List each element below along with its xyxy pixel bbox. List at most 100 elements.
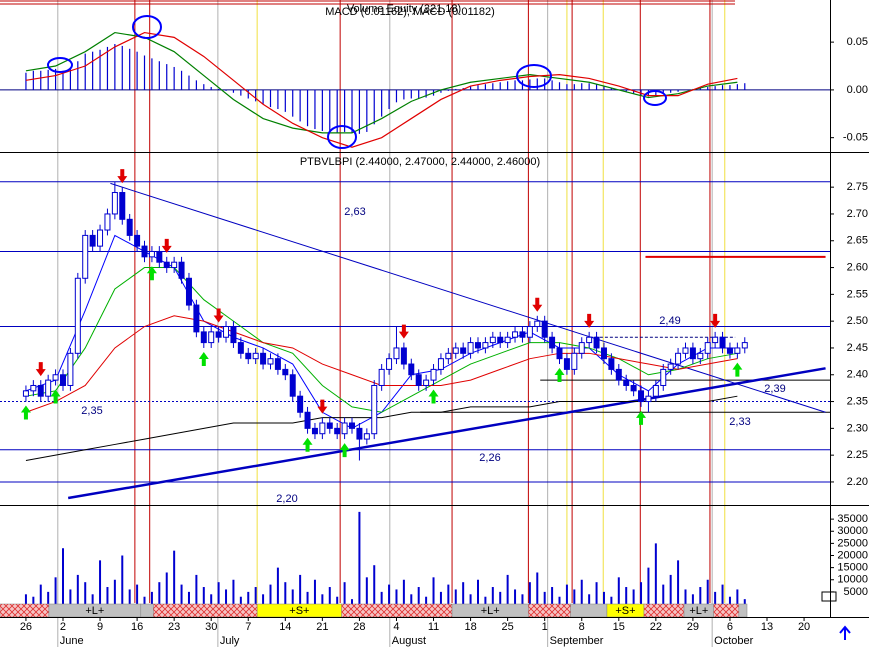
y-tick-label: 2.25 (847, 449, 868, 461)
x-tick-label: 8 (579, 621, 585, 633)
grid-layer (0, 0, 830, 647)
candle-body (52, 374, 59, 381)
candle-body (452, 347, 459, 354)
label-layer: MACD (0.01162), MACD (0.01182) Volume Eq… (20, 3, 868, 647)
candle-body (474, 342, 481, 349)
level-label: 2,20 (276, 493, 297, 505)
candle-body (119, 192, 126, 220)
level-label: 2,35 (81, 405, 102, 417)
y-tick-label: 2.20 (847, 476, 868, 488)
x-tick-label: 11 (428, 621, 439, 633)
sell-arrow (35, 362, 46, 377)
candle-body (82, 234, 89, 279)
macd-line (25, 31, 738, 148)
candle-body (230, 326, 237, 344)
candle-body (319, 422, 326, 435)
x-tick-label: 4 (393, 621, 399, 633)
candle-body (223, 326, 230, 338)
candle-body (741, 342, 748, 349)
x-tick-label: 25 (502, 621, 514, 633)
candle-body (512, 331, 519, 338)
buy-arrow (146, 266, 157, 281)
level-label: 2,49 (659, 315, 680, 327)
trendline (110, 182, 826, 413)
candle-body (148, 250, 155, 258)
scroll-arrow[interactable] (839, 625, 851, 640)
y-tick-label: 15000 (837, 562, 868, 574)
candle-body (67, 352, 74, 386)
candle-body (549, 336, 556, 349)
candle-body (304, 411, 311, 429)
candle-body (526, 326, 533, 338)
candle-body (600, 347, 607, 360)
candle-body (141, 245, 148, 258)
sell-arrow (213, 308, 224, 323)
y-tick-label: 5000 (844, 586, 868, 598)
x-tick-label: 28 (353, 621, 365, 633)
band-label: +S+ (615, 605, 635, 617)
candle-body (497, 336, 504, 344)
candle-body (22, 390, 29, 397)
candle-body (215, 331, 222, 338)
candle-body (45, 379, 52, 397)
candle-body (185, 277, 192, 306)
sell-arrow (532, 297, 543, 312)
band-label: +L+ (85, 605, 104, 617)
candle-body (675, 352, 682, 365)
y-tick-label: -0.05 (843, 132, 868, 144)
buy-arrow (554, 368, 565, 383)
candle-body (689, 347, 696, 360)
candle-body (682, 347, 689, 354)
band-label: +L+ (481, 605, 500, 617)
candle-body (504, 336, 511, 344)
y-tick-label: 2.40 (847, 369, 868, 381)
candle-body (163, 261, 170, 269)
candle-body (89, 234, 96, 247)
candle-body (445, 352, 452, 360)
candle-body (200, 331, 207, 344)
candle-body (667, 363, 674, 370)
x-tick-label: 30 (205, 621, 217, 633)
sell-arrow (317, 399, 328, 414)
band-segment (738, 603, 748, 618)
candle-body (311, 427, 318, 435)
sell-arrow (584, 313, 595, 328)
month-label: October (714, 635, 753, 647)
candle-body (59, 374, 66, 386)
band-hatch (528, 604, 571, 617)
candle-body (704, 342, 711, 354)
buy-arrow (198, 351, 209, 366)
candle-body (660, 368, 667, 386)
y-tick-label: 0.00 (847, 84, 868, 96)
candle-body (534, 320, 541, 328)
candle-body (245, 352, 252, 360)
candle-body (74, 277, 81, 354)
candle-body (578, 342, 585, 354)
candle-body (563, 358, 570, 370)
candle-body (719, 336, 726, 349)
candle-body (726, 347, 733, 354)
candle-body (260, 352, 267, 365)
candle-body (386, 358, 393, 370)
candle-body (104, 213, 111, 231)
candle-body (623, 379, 630, 386)
x-tick-label: 18 (464, 621, 476, 633)
y-tick-label: 2.70 (847, 208, 868, 220)
candle-body (541, 320, 548, 338)
candle-body (237, 342, 244, 354)
candle-body (652, 384, 659, 397)
candle-body (326, 422, 333, 429)
moving-average (25, 395, 738, 462)
y-tick-label: 2.30 (847, 422, 868, 434)
macd-subtitle: Volume Equity (321.18) (347, 3, 461, 15)
x-tick-label: 16 (131, 621, 143, 633)
sell-arrow (117, 169, 128, 184)
band-hatch (643, 604, 685, 617)
candle-body (349, 422, 356, 429)
highlight-ellipse (47, 57, 73, 73)
candle-body (274, 358, 281, 370)
x-tick-label: 26 (20, 621, 32, 633)
buy-arrow (302, 437, 313, 452)
candle-body (289, 374, 296, 397)
candle-body (697, 352, 704, 360)
